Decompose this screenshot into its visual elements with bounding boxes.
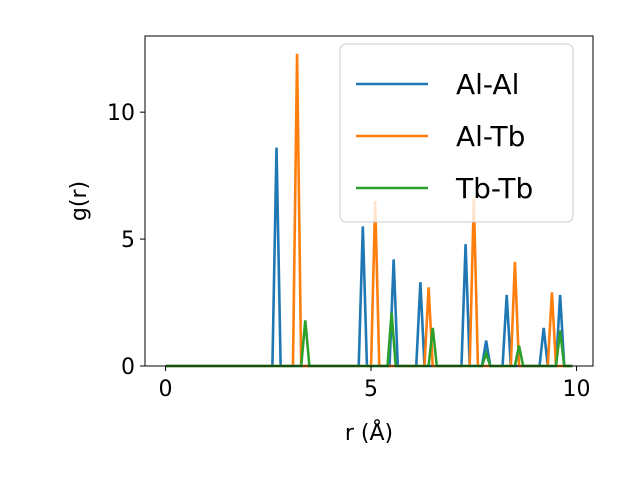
y-tick-label: 0 bbox=[121, 355, 135, 380]
legend-box bbox=[339, 43, 574, 223]
plot-frame bbox=[144, 35, 594, 367]
x-tick-label: 0 bbox=[159, 377, 173, 402]
series-line-al-al bbox=[165, 147, 573, 368]
legend-label-tb-tb: Tb-Tb bbox=[455, 172, 533, 205]
legend-label-al-tb: Al-Tb bbox=[456, 120, 525, 153]
y-tick-label: 5 bbox=[121, 228, 135, 253]
legend-label-al-al: Al-Al bbox=[456, 68, 519, 101]
x-tick-label: 5 bbox=[364, 377, 378, 402]
y-axis-label: g(r) bbox=[67, 181, 92, 221]
legend: Al-Al Al-Tb Tb-Tb bbox=[339, 43, 574, 223]
y-tick-label: 10 bbox=[107, 101, 135, 126]
y-axis-ticks: 0 5 10 bbox=[107, 101, 145, 380]
x-tick-label: 10 bbox=[563, 377, 591, 402]
x-axis-ticks: 0 5 10 bbox=[159, 366, 591, 402]
x-axis-label: r (Å) bbox=[345, 419, 393, 446]
legend-items: Al-Al Al-Tb Tb-Tb bbox=[356, 68, 533, 205]
